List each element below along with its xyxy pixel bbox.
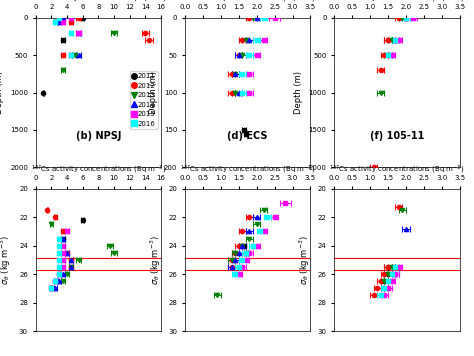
X-axis label: $^{137}$Cs activity concentrations (Bq m$^{-3}$): $^{137}$Cs activity concentrations (Bq m… bbox=[180, 0, 315, 5]
X-axis label: $^{137}$Cs activity concentrations (Bq m$^{-3}$): $^{137}$Cs activity concentrations (Bq m… bbox=[180, 164, 315, 176]
X-axis label: $^{137}$Cs activity concentrations (Bq m$^{-3}$): $^{137}$Cs activity concentrations (Bq m… bbox=[329, 0, 465, 5]
Y-axis label: $\sigma_\theta$ (kg m$^{-3}$): $\sigma_\theta$ (kg m$^{-3}$) bbox=[0, 235, 13, 285]
Y-axis label: $\sigma_\theta$ (kg m$^{-3}$): $\sigma_\theta$ (kg m$^{-3}$) bbox=[148, 235, 163, 285]
X-axis label: $^{137}$Cs activity concentrations (Bq m$^{-3}$): $^{137}$Cs activity concentrations (Bq m… bbox=[31, 164, 166, 176]
Title: (d) ECS: (d) ECS bbox=[228, 131, 268, 141]
X-axis label: $^{137}$Cs activity concentrations (Bq m$^{-3}$): $^{137}$Cs activity concentrations (Bq m… bbox=[329, 164, 465, 176]
Title: (f) 105-11: (f) 105-11 bbox=[370, 131, 424, 141]
Y-axis label: Depth (m): Depth (m) bbox=[149, 71, 158, 114]
X-axis label: $^{137}$Cs activity concentrations (Bq m$^{-3}$): $^{137}$Cs activity concentrations (Bq m… bbox=[31, 0, 166, 5]
Y-axis label: Depth (m): Depth (m) bbox=[0, 71, 4, 114]
Y-axis label: $\sigma_\theta$ (kg m$^{-3}$): $\sigma_\theta$ (kg m$^{-3}$) bbox=[298, 235, 312, 285]
Title: (b) NPSJ: (b) NPSJ bbox=[76, 131, 121, 141]
Y-axis label: Depth (m): Depth (m) bbox=[294, 71, 303, 114]
Legend: 2011, 2012, 2013, 2014, 2015, 2016: 2011, 2012, 2013, 2014, 2015, 2016 bbox=[130, 71, 158, 129]
